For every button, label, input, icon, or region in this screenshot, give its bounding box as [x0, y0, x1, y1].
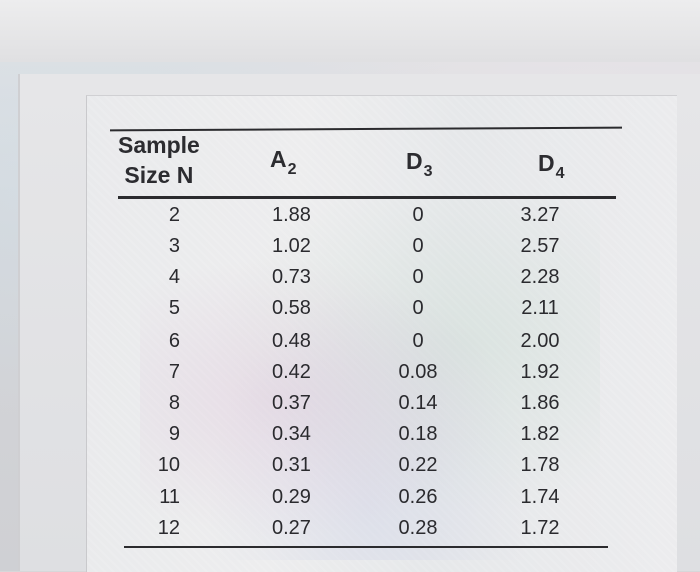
- cell-sample-size: 7: [168, 361, 180, 383]
- cell-d3: 0: [412, 204, 424, 226]
- cell-d4: 2.28: [520, 266, 560, 288]
- header-a2: A2: [270, 146, 297, 178]
- cell-d3: 0: [412, 266, 424, 288]
- cell-d4: 1.86: [520, 392, 560, 414]
- background-wall: [0, 0, 700, 62]
- header-d3-letter: D: [406, 148, 423, 174]
- header-d3-subscript: 3: [423, 163, 433, 180]
- cell-d4: 1.72: [520, 517, 560, 539]
- cell-sample-size: 4: [168, 266, 180, 288]
- header-a2-subscript: 2: [287, 161, 297, 178]
- table-panel: [86, 95, 677, 572]
- table-bottom-rule: [124, 546, 608, 548]
- cell-d3: 0: [412, 297, 424, 319]
- cell-d3: 0.14: [398, 392, 438, 414]
- cell-d4: 1.74: [520, 486, 560, 508]
- cell-d4: 3.27: [520, 204, 560, 226]
- cell-d4: 2.57: [520, 235, 560, 257]
- cell-a2: 0.34: [272, 423, 311, 445]
- cell-a2: 0.42: [272, 361, 311, 383]
- cell-d4: 1.82: [520, 423, 560, 445]
- header-d4: D4: [538, 150, 565, 182]
- cell-sample-size: 2: [168, 204, 180, 226]
- cell-d3: 0.18: [398, 423, 438, 445]
- cell-d3: 0.08: [398, 361, 438, 383]
- cell-sample-size: 8: [168, 392, 180, 414]
- cell-d3: 0.28: [398, 517, 438, 539]
- cell-sample-size: 6: [168, 330, 180, 352]
- cell-sample-size: 10: [157, 454, 180, 476]
- cell-d3: 0: [412, 235, 424, 257]
- cell-sample-size: 9: [168, 423, 180, 445]
- cell-a2: 0.37: [272, 392, 311, 414]
- cell-d3: 0.26: [398, 486, 438, 508]
- cell-a2: 0.27: [272, 517, 311, 539]
- cell-sample-size: 12: [157, 517, 180, 539]
- header-d4-letter: D: [538, 150, 555, 176]
- header-d4-subscript: 4: [555, 165, 565, 182]
- header-d3: D3: [406, 148, 433, 180]
- cell-a2: 0.48: [272, 330, 311, 352]
- cell-d4: 1.92: [520, 361, 560, 383]
- cell-d3: 0.22: [398, 454, 438, 476]
- cell-d4: 2.00: [520, 330, 560, 352]
- cell-sample-size: 5: [168, 297, 180, 319]
- cell-a2: 1.88: [272, 204, 311, 226]
- header-sample-size: Sample Size N: [118, 130, 200, 190]
- cell-d4: 2.11: [521, 297, 559, 319]
- moire-glare: [140, 200, 600, 560]
- cell-d3: 0: [412, 330, 424, 352]
- cell-a2: 0.31: [272, 454, 311, 476]
- cell-a2: 0.58: [272, 297, 311, 319]
- cell-a2: 0.29: [272, 486, 311, 508]
- cell-a2: 0.73: [272, 266, 311, 288]
- cell-sample-size: 11: [159, 486, 180, 508]
- cell-d4: 1.78: [520, 454, 560, 476]
- cell-sample-size: 3: [168, 235, 180, 257]
- header-sample-line2: Size N: [124, 162, 194, 188]
- header-a2-letter: A: [270, 146, 287, 172]
- table-header-rule: [118, 196, 616, 199]
- cell-a2: 1.02: [272, 235, 311, 257]
- header-sample-line1: Sample: [118, 132, 200, 158]
